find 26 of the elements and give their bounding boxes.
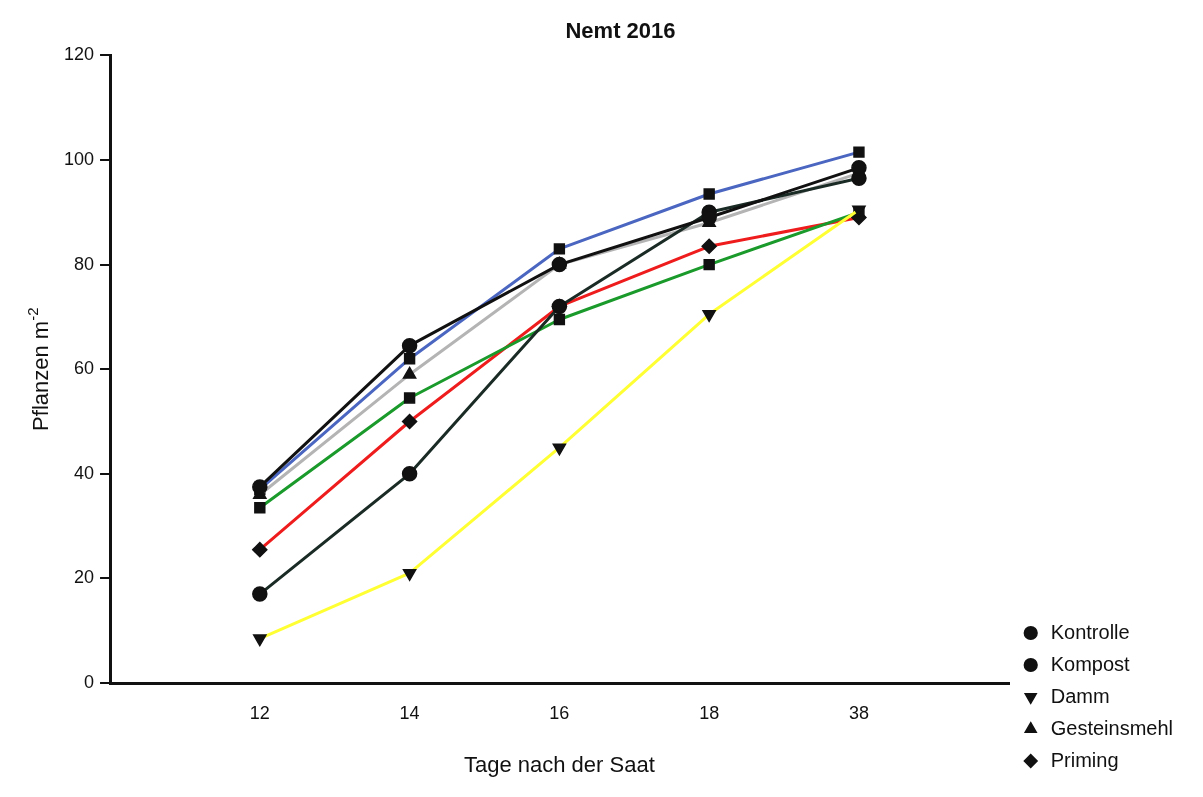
chart-title: Nemt 2016 xyxy=(565,18,676,44)
legend-label: Kompost xyxy=(1050,652,1131,675)
point xyxy=(252,479,268,495)
y-tick-label: 0 xyxy=(84,671,95,692)
point xyxy=(551,256,568,273)
x-tick-label: 16 xyxy=(549,702,570,723)
y-tick-label: 40 xyxy=(74,462,95,483)
x-tick-label: 14 xyxy=(399,702,420,723)
point xyxy=(401,337,418,354)
y-tick-label: 120 xyxy=(63,44,95,65)
y-tick-label: 60 xyxy=(74,358,95,379)
y-tick-label: 100 xyxy=(63,148,95,169)
point xyxy=(401,466,418,482)
legend-label: Gesteinsmehl xyxy=(1050,716,1174,739)
y-tick-label: 80 xyxy=(74,253,95,274)
x-tick-label: 38 xyxy=(848,702,869,723)
point xyxy=(551,298,568,315)
x-tick-label: 18 xyxy=(699,702,720,723)
y-axis-title: Pflanzen m-2 xyxy=(24,307,53,431)
legend-label: Kontrolle xyxy=(1050,620,1130,643)
x-tick-label: 12 xyxy=(249,702,270,723)
legend-label: Priming xyxy=(1050,748,1119,771)
x-axis-title: Tage nach der Saat xyxy=(463,751,655,777)
legend-label: Damm xyxy=(1050,684,1110,707)
point xyxy=(252,586,268,602)
y-tick-label: 20 xyxy=(74,567,95,588)
